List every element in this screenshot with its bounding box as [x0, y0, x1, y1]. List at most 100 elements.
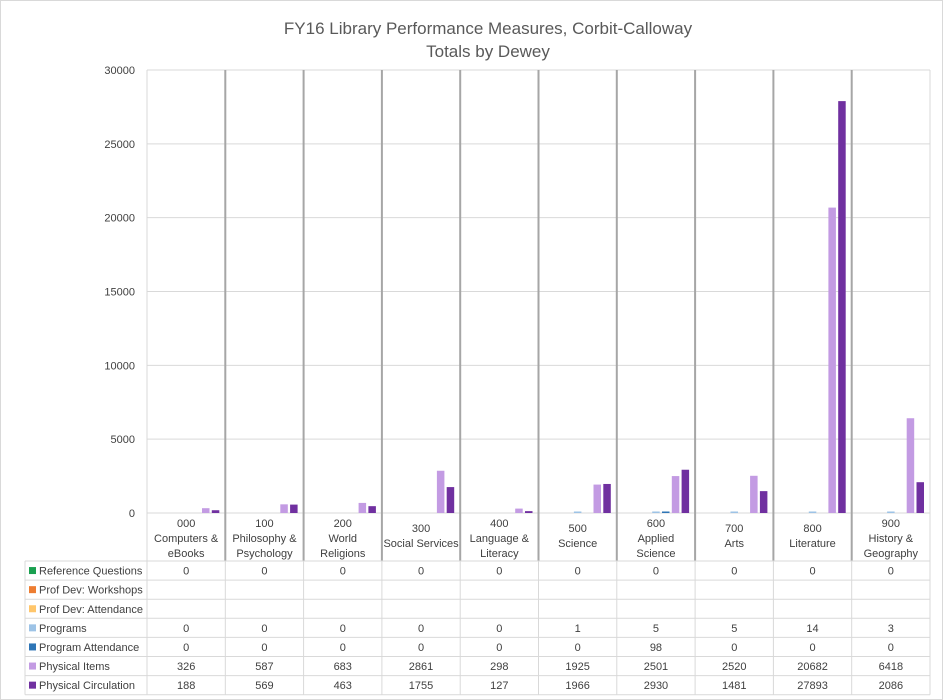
- bar: [202, 508, 210, 513]
- x-tick-label: 900: [882, 518, 900, 530]
- gridlines: [146, 69, 931, 561]
- legend-key: [29, 643, 36, 651]
- table-cell: 5: [653, 623, 659, 635]
- bar: [671, 476, 680, 513]
- table-cell: 2501: [644, 661, 668, 673]
- y-axis: 0 5000 10000 15000 20000 25000 30000: [104, 65, 135, 520]
- bar: [368, 506, 376, 513]
- table-cell: 188: [177, 680, 195, 692]
- table-cell: 0: [731, 566, 737, 578]
- x-tick-label: 400: [490, 518, 508, 530]
- legend-key: [29, 567, 36, 575]
- y-tick-label: 10000: [104, 360, 135, 372]
- table-cell: 0: [183, 623, 189, 635]
- table-cell: 0: [731, 642, 737, 654]
- legend-label: Reference Questions: [39, 566, 143, 578]
- bar: [290, 504, 298, 513]
- bar: [573, 511, 582, 513]
- table-cell: 0: [418, 642, 424, 654]
- table-cell: 14: [806, 623, 818, 635]
- legend-label: Programs: [39, 623, 87, 635]
- table-cell: 0: [340, 623, 346, 635]
- table-cell: 0: [496, 566, 502, 578]
- bar: [828, 207, 836, 513]
- table-cell: 0: [418, 566, 424, 578]
- bar: [515, 508, 523, 513]
- bar: [906, 418, 915, 513]
- x-tick-label: History &: [869, 533, 914, 545]
- table-cell: 1755: [409, 680, 433, 692]
- table-cell: 20682: [797, 661, 828, 673]
- x-tick-label: 100: [255, 518, 273, 530]
- x-tick-label: eBooks: [168, 548, 205, 560]
- legend-label: Prof Dev: Attendance: [39, 604, 143, 616]
- bar: [211, 510, 220, 513]
- table-cell: 0: [340, 566, 346, 578]
- bar: [662, 511, 670, 513]
- table-cell: 0: [496, 623, 502, 635]
- table-cell: 0: [888, 566, 894, 578]
- table-cell: 2520: [722, 661, 746, 673]
- table-cell: 0: [888, 642, 894, 654]
- y-tick-label: 25000: [104, 139, 135, 151]
- bar: [652, 511, 660, 513]
- bar: [916, 482, 924, 513]
- table-cell: 0: [653, 566, 659, 578]
- x-tick-label: Psychology: [236, 548, 293, 560]
- table-cell: 0: [261, 623, 267, 635]
- table-cell: 463: [334, 680, 352, 692]
- legend-key: [29, 605, 36, 613]
- bar: [730, 511, 738, 513]
- x-tick-label: Arts: [724, 538, 744, 550]
- legend-key: [29, 586, 36, 594]
- x-tick-label: Science: [558, 538, 597, 550]
- x-tick-label: Social Services: [383, 538, 459, 550]
- y-tick-label: 0: [129, 508, 135, 520]
- y-tick-label: 20000: [104, 213, 135, 225]
- bar: [887, 511, 895, 513]
- x-tick-label: World: [328, 533, 357, 545]
- plot-area: [202, 101, 924, 513]
- legend-key: [29, 681, 36, 689]
- bar: [681, 469, 690, 513]
- bar: [593, 484, 601, 513]
- bar: [750, 475, 758, 513]
- x-tick-label: 600: [647, 518, 665, 530]
- table-cell: 0: [575, 566, 581, 578]
- table-cell: 27893: [797, 680, 828, 692]
- table-cell: 3: [888, 623, 894, 635]
- bar: [446, 487, 455, 513]
- table-cell: 0: [261, 642, 267, 654]
- table-cell: 0: [809, 642, 815, 654]
- x-tick-label: 200: [334, 518, 352, 530]
- table-cell: 0: [809, 566, 815, 578]
- chart-subtitle: Totals by Dewey: [426, 42, 550, 61]
- table-cell: 6418: [879, 661, 903, 673]
- table-cell: 569: [255, 680, 273, 692]
- x-tick-label: Philosophy &: [232, 533, 297, 545]
- x-tick-label: Language &: [470, 533, 530, 545]
- x-tick-label: 500: [568, 523, 586, 535]
- x-tick-label: 800: [803, 523, 821, 535]
- table-cell: 0: [340, 642, 346, 654]
- table-cell: 683: [334, 661, 352, 673]
- table-cell: 0: [261, 566, 267, 578]
- x-tick-label: Literacy: [480, 548, 519, 560]
- table-cell: 1: [575, 623, 581, 635]
- table-cell: 587: [255, 661, 273, 673]
- table-cell: 298: [490, 661, 508, 673]
- table-cell: 1481: [722, 680, 746, 692]
- bar: [838, 101, 846, 513]
- table-cell: 2861: [409, 661, 433, 673]
- table-cell: 127: [490, 680, 508, 692]
- x-tick-label: 700: [725, 523, 743, 535]
- x-tick-label: 000: [177, 518, 195, 530]
- bar: [358, 502, 367, 513]
- y-tick-label: 30000: [104, 65, 135, 77]
- bar: [808, 511, 817, 513]
- legend-label: Program Attendance: [39, 642, 139, 654]
- table-cell: 326: [177, 661, 195, 673]
